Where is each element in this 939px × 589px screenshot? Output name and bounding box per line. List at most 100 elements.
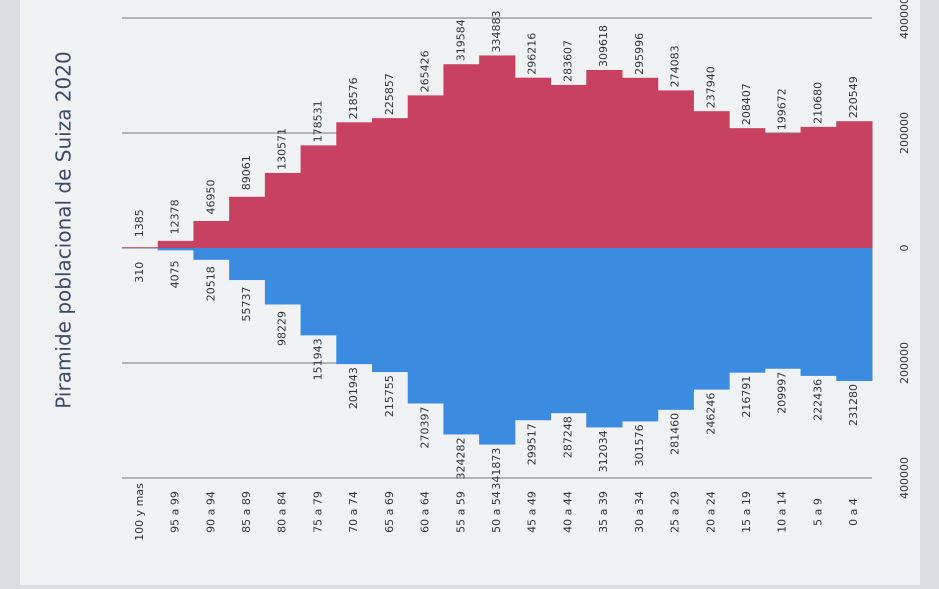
- chart-title: Piramide poblacional de Suiza 2020: [52, 51, 76, 408]
- category-label: 30 a 34: [633, 491, 646, 533]
- value-label: 296216: [526, 33, 539, 75]
- value-label: 312034: [597, 430, 610, 472]
- category-label: 20 a 24: [704, 491, 717, 533]
- category-label: 80 a 84: [276, 491, 289, 533]
- bar: [336, 248, 372, 364]
- value-label: 201943: [347, 367, 360, 409]
- bar: [729, 248, 765, 373]
- bar: [515, 78, 551, 248]
- value-label: 20518: [204, 266, 217, 301]
- bar: [801, 127, 837, 248]
- value-label: 274083: [669, 45, 682, 87]
- bar: [586, 248, 622, 427]
- tick-label: 200000: [898, 342, 911, 384]
- bar: [658, 248, 694, 410]
- value-label: 281460: [669, 413, 682, 455]
- value-label: 283607: [561, 40, 574, 82]
- value-label: 319584: [454, 19, 467, 61]
- value-label: 210680: [811, 82, 824, 124]
- value-label: 218576: [347, 77, 360, 119]
- bar: [801, 248, 837, 376]
- bar: [551, 85, 587, 248]
- value-label: 55737: [240, 287, 253, 322]
- bar: [765, 133, 801, 248]
- bar: [158, 248, 194, 250]
- value-label: 216791: [740, 376, 753, 418]
- value-label: 231280: [847, 384, 860, 426]
- bar: [551, 248, 587, 413]
- value-label: 130571: [276, 128, 289, 170]
- value-label: 4075: [169, 260, 182, 288]
- value-label: 208407: [740, 83, 753, 125]
- value-label: 270397: [419, 406, 432, 448]
- bar: [479, 55, 515, 248]
- category-label: 90 a 94: [204, 491, 217, 533]
- category-label: 85 a 89: [240, 491, 253, 533]
- bar: [229, 248, 265, 280]
- bar: [836, 248, 872, 381]
- value-label: 215755: [383, 375, 396, 417]
- bar: [301, 145, 337, 248]
- value-label: 220549: [847, 76, 860, 118]
- bar: [372, 118, 408, 248]
- bar: [729, 128, 765, 248]
- bar: [693, 248, 729, 390]
- bar: [265, 173, 301, 248]
- category-label: 5 a 9: [811, 498, 824, 526]
- bar: [515, 248, 551, 420]
- value-label: 151943: [311, 338, 324, 380]
- tick-label: 400000: [898, 0, 911, 39]
- bar: [443, 248, 479, 434]
- category-label: 60 a 64: [419, 491, 432, 533]
- bar: [622, 248, 658, 421]
- category-label: 45 a 49: [526, 491, 539, 533]
- category-label: 65 a 69: [383, 491, 396, 533]
- bar: [193, 248, 229, 260]
- category-label: 50 a 54: [490, 491, 503, 533]
- bar: [193, 221, 229, 248]
- bar: [408, 248, 444, 403]
- bar: [265, 248, 301, 304]
- category-label: 10 a 14: [776, 491, 789, 533]
- bar: [301, 248, 337, 335]
- value-label: 89061: [240, 155, 253, 190]
- category-label: 100 y mas: [133, 483, 146, 541]
- value-label: 209997: [776, 372, 789, 414]
- value-label: 287248: [561, 416, 574, 458]
- bar: [372, 248, 408, 372]
- value-label: 199672: [776, 88, 789, 130]
- value-label: 46950: [204, 180, 217, 215]
- tick-label: 400000: [898, 457, 911, 499]
- category-label: 15 a 19: [740, 491, 753, 533]
- bar: [479, 248, 515, 445]
- value-label: 12378: [169, 199, 182, 234]
- bar: [693, 111, 729, 248]
- value-label: 246246: [704, 393, 717, 435]
- category-label: 55 a 59: [454, 491, 467, 533]
- category-label: 40 a 44: [561, 491, 574, 533]
- bar: [408, 95, 444, 248]
- value-label: 299517: [526, 423, 539, 465]
- tick-label: 0: [898, 245, 911, 252]
- value-label: 301576: [633, 424, 646, 466]
- bar: [586, 70, 622, 248]
- bar: [765, 248, 801, 369]
- value-label: 225857: [383, 73, 396, 115]
- value-label: 341873: [490, 448, 503, 490]
- bar: [622, 78, 658, 248]
- bar: [122, 247, 158, 248]
- value-label: 295996: [633, 33, 646, 75]
- value-label: 1385: [133, 209, 146, 237]
- category-label: 70 a 74: [347, 491, 360, 533]
- value-label: 309618: [597, 25, 610, 67]
- category-label: 0 a 4: [847, 498, 860, 526]
- category-label: 35 a 39: [597, 491, 610, 533]
- value-label: 237940: [704, 66, 717, 108]
- value-label: 310: [133, 262, 146, 283]
- category-label: 25 a 29: [669, 491, 682, 533]
- bar: [158, 241, 194, 248]
- value-label: 334883: [490, 10, 503, 52]
- bar: [658, 90, 694, 248]
- bar: [836, 121, 872, 248]
